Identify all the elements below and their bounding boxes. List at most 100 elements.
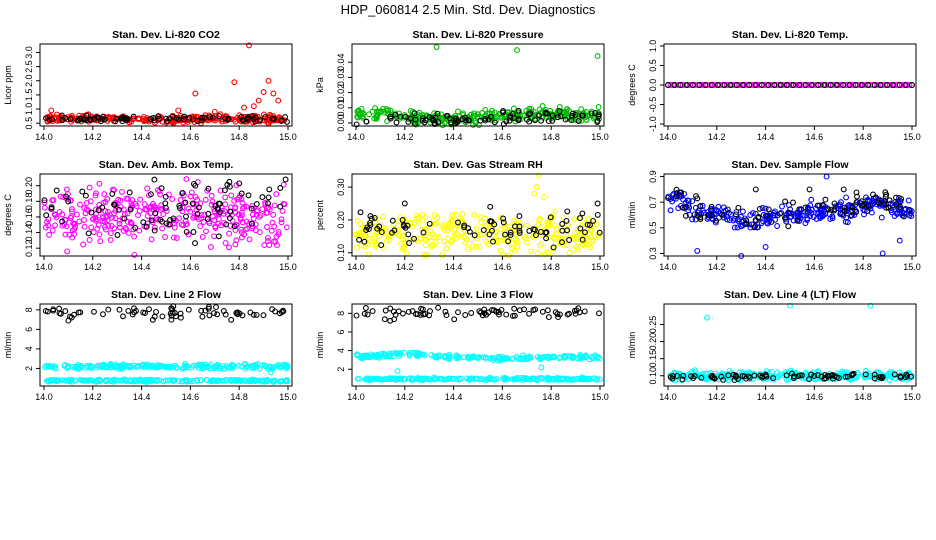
data-point — [246, 236, 253, 243]
data-point — [71, 221, 78, 228]
data-point — [269, 219, 276, 226]
data-point — [92, 192, 99, 199]
data-point — [403, 250, 410, 257]
data-point — [94, 225, 101, 232]
data-point — [99, 204, 106, 211]
data-point — [41, 197, 48, 204]
data-point — [90, 229, 97, 236]
data-point — [60, 194, 67, 201]
chart-title: Stan. Dev. Gas Stream RH — [413, 159, 542, 171]
data-point — [59, 218, 66, 225]
data-point — [477, 231, 484, 238]
y-tick-label: 0.20 — [24, 177, 34, 195]
data-point — [503, 311, 510, 318]
data-point — [73, 211, 80, 218]
data-point — [385, 107, 392, 114]
data-point — [865, 82, 872, 88]
data-point — [236, 194, 243, 201]
data-point — [277, 185, 284, 191]
data-point — [762, 244, 769, 250]
data-point — [183, 176, 190, 183]
data-point — [806, 186, 813, 193]
data-point — [522, 235, 529, 242]
data-point — [284, 118, 290, 125]
data-point — [442, 224, 449, 231]
data-point — [545, 118, 552, 125]
data-point — [192, 90, 199, 97]
data-point — [41, 204, 48, 211]
data-point — [148, 217, 155, 224]
y-tick-label: 0.18 — [24, 193, 34, 211]
data-point — [280, 181, 287, 188]
data-point — [221, 187, 228, 194]
data-point — [104, 217, 111, 224]
data-point — [112, 215, 119, 222]
data-point — [545, 314, 552, 321]
data-point — [259, 194, 266, 201]
data-point — [105, 306, 112, 313]
data-point — [53, 187, 60, 194]
data-point — [896, 237, 903, 244]
data-point — [101, 224, 108, 231]
data-point — [248, 220, 255, 227]
data-point — [858, 82, 865, 88]
data-point — [909, 82, 915, 88]
data-point — [462, 239, 469, 246]
data-point — [81, 217, 87, 223]
data-point — [448, 238, 454, 245]
data-point — [553, 225, 560, 232]
data-point — [465, 246, 472, 253]
data-point — [116, 306, 123, 313]
data-point — [372, 241, 379, 248]
data-point — [593, 221, 600, 227]
data-point — [265, 200, 271, 207]
data-point — [527, 110, 534, 117]
data-point — [455, 108, 461, 115]
data-point — [515, 107, 522, 114]
plot-frame — [39, 173, 293, 257]
data-point — [232, 118, 239, 125]
data-point — [183, 228, 190, 235]
x-tick-label: 14.0 — [659, 262, 677, 272]
data-point — [665, 82, 671, 88]
data-point — [560, 214, 567, 221]
data-point — [232, 204, 239, 211]
x-tick-label: 14.8 — [230, 392, 248, 402]
data-point — [572, 109, 579, 116]
x-tick-label: 14.2 — [396, 132, 414, 142]
x-tick-label: 14.0 — [35, 262, 53, 272]
plot-frame — [39, 43, 293, 127]
data-point — [562, 116, 569, 123]
data-point — [493, 238, 500, 245]
data-point — [100, 311, 106, 318]
data-point — [846, 82, 853, 88]
data-point — [422, 242, 429, 249]
data-point — [583, 117, 590, 123]
data-point — [170, 234, 177, 241]
data-point — [588, 108, 595, 115]
data-point — [514, 47, 520, 54]
chart-title: Stan. Dev. Line 4 (LT) Flow — [724, 289, 857, 301]
data-point — [177, 197, 184, 203]
y-tick-label: 0.7 — [648, 196, 658, 209]
data-point — [223, 221, 230, 228]
data-point — [265, 194, 272, 201]
data-point — [371, 238, 378, 244]
data-point — [253, 201, 260, 207]
data-point — [783, 82, 790, 88]
x-tick-label: 14.2 — [708, 392, 726, 402]
x-tick-label: 14.4 — [133, 132, 151, 142]
data-points — [665, 82, 915, 88]
data-point — [41, 199, 48, 206]
data-point — [148, 203, 154, 210]
data-point — [153, 308, 160, 315]
data-point — [840, 186, 847, 193]
data-point — [190, 229, 197, 235]
data-point — [575, 118, 582, 124]
data-point — [538, 240, 545, 247]
data-point — [173, 235, 180, 241]
data-point — [250, 103, 257, 110]
chart-panel-2: Stan. Dev. Li-820 Pressure kPa 14.0 14.2 14.… — [315, 29, 609, 142]
chart-panel-4: Stan. Dev. Amb. Box Temp. degrees C 14.0 14… — [3, 159, 297, 272]
data-point — [111, 225, 118, 232]
